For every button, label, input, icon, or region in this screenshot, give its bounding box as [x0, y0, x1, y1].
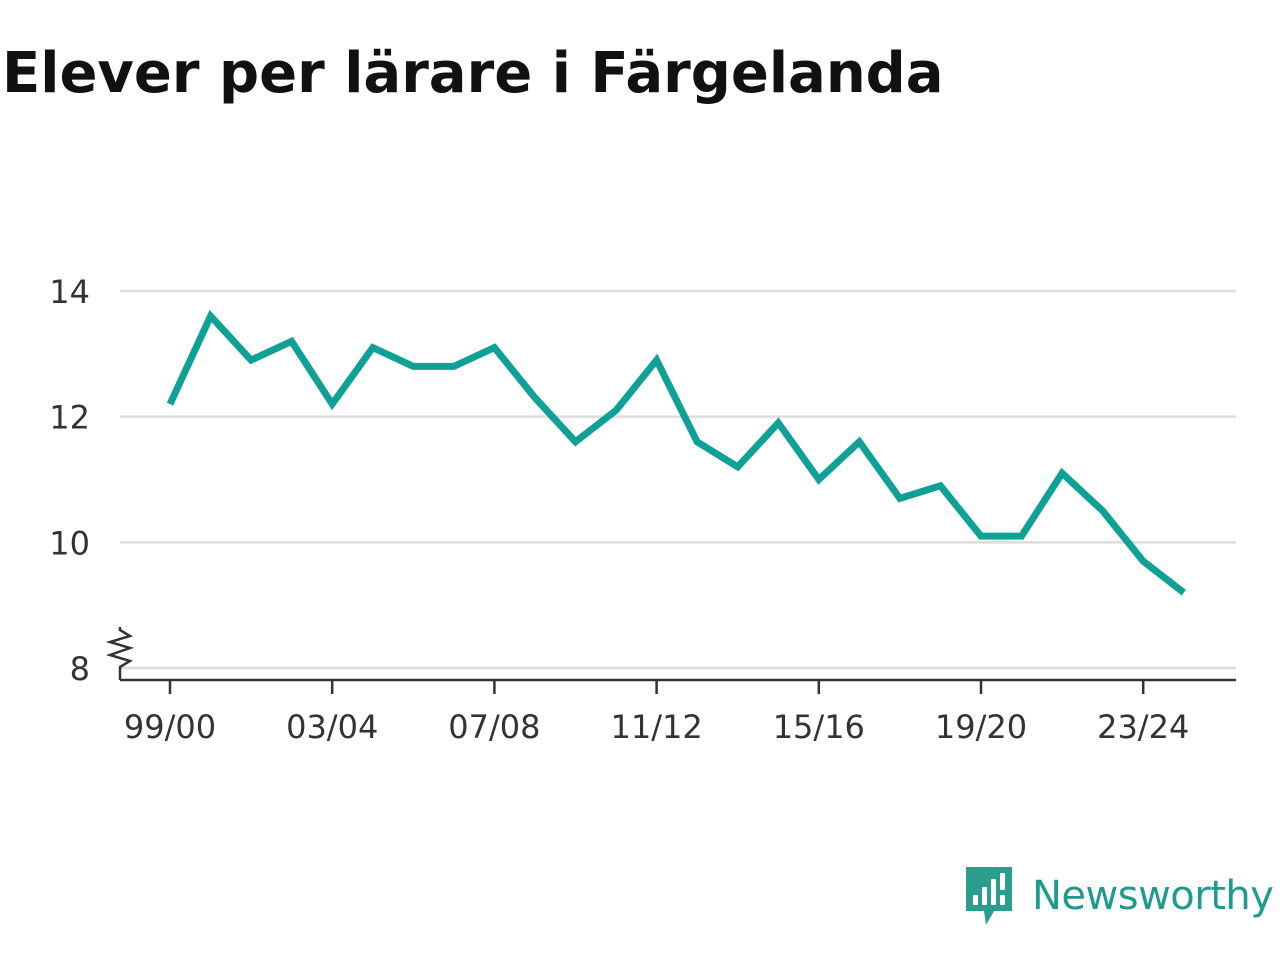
- x-tick-label: 99/00: [124, 708, 216, 746]
- y-tick-labels: 8 10 12 14: [49, 273, 90, 688]
- x-tick-label: 23/24: [1097, 708, 1189, 746]
- axes: [105, 627, 1236, 694]
- chart-title: Elever per lärare i Färgelanda: [2, 41, 944, 106]
- brand-name: Newsworthy: [1032, 873, 1274, 919]
- y-axis-break: [105, 627, 135, 680]
- x-tick-label: 11/12: [610, 708, 702, 746]
- x-tick-label: 07/08: [448, 708, 540, 746]
- newsworthy-logo-icon: [966, 867, 1012, 925]
- brand: Newsworthy: [964, 864, 1274, 928]
- y-tick-label: 10: [49, 524, 90, 562]
- x-tick-label: 03/04: [286, 708, 378, 746]
- y-tick-label: 8: [70, 650, 90, 688]
- series: [166, 309, 1186, 596]
- y-tick-label: 14: [49, 273, 90, 311]
- y-tick-label: 12: [49, 399, 90, 437]
- x-tick-labels: 99/00 03/04 07/08 11/12 15/16 19/20 23/24: [124, 708, 1189, 746]
- x-tick-label: 19/20: [935, 708, 1027, 746]
- series-line-0: [166, 309, 1186, 596]
- x-tick-label: 15/16: [773, 708, 865, 746]
- grid-lines: [120, 289, 1236, 670]
